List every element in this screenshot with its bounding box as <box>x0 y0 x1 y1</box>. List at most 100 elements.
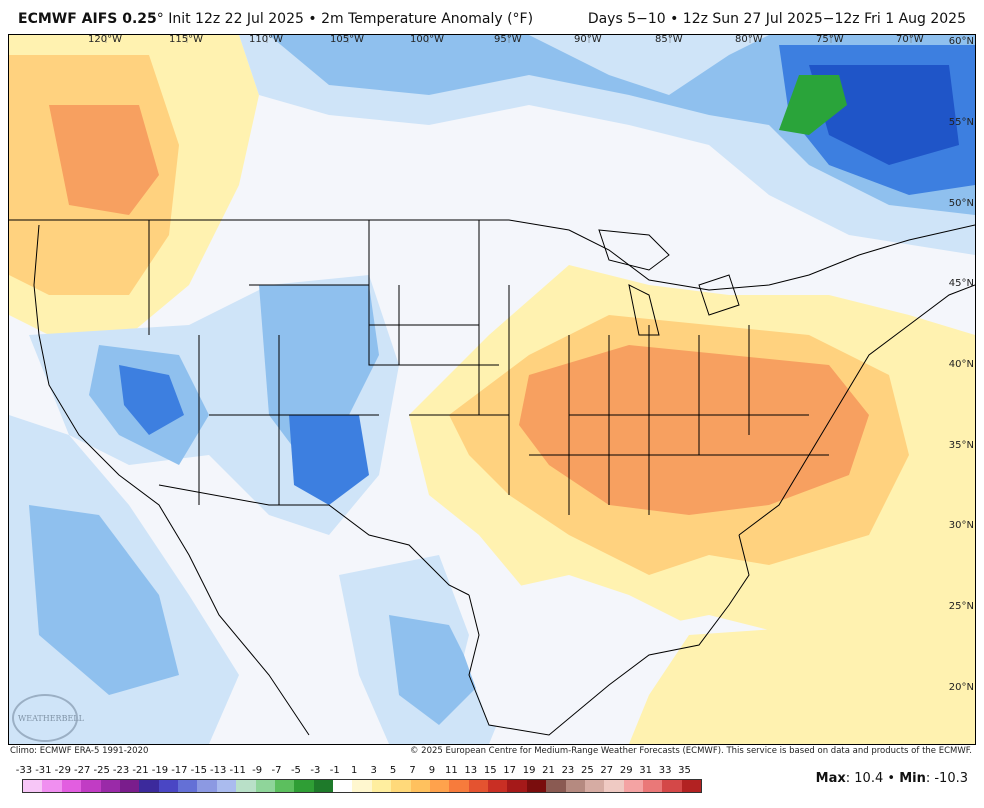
scale-swatch <box>391 780 411 792</box>
scale-swatch <box>255 780 275 792</box>
scale-label: -33 <box>15 765 33 776</box>
scale-swatch <box>643 780 663 792</box>
graticule <box>105 35 912 43</box>
scale-swatch <box>61 780 82 792</box>
lat-label-30n: 30°N <box>948 520 974 531</box>
scale-label: 9 <box>428 765 436 776</box>
scale-label: -27 <box>74 765 91 776</box>
scale-swatch <box>139 780 159 792</box>
scale-label: 19 <box>522 765 536 776</box>
weatherbell-logo: WEATHERBELL <box>12 694 84 742</box>
lat-label-25n: 25°N <box>948 601 974 612</box>
field-name: 2m Temperature Anomaly (°F) <box>321 11 534 27</box>
scale-swatch <box>565 780 585 792</box>
scale-swatch <box>584 780 605 792</box>
scale-swatch <box>468 780 488 792</box>
lon-label-120w: 120°W <box>88 34 122 45</box>
scale-label: -17 <box>171 765 188 776</box>
cool-anomaly-mexico-core <box>389 615 479 725</box>
scale-swatch <box>352 780 372 792</box>
scale-label: -11 <box>229 765 246 776</box>
climo-note: Climo: ECMWF ERA-5 1991-2020 <box>10 746 149 756</box>
scale-label: 7 <box>409 765 416 776</box>
map-svg <box>9 35 975 744</box>
scale-label: 15 <box>483 765 497 776</box>
scale-swatch <box>449 780 469 792</box>
map-header: ECMWF AIFS 0.25° Init 12z 22 Jul 2025 • … <box>0 0 984 34</box>
lon-label-100w: 100°W <box>410 34 444 45</box>
valid-period: Days 5−10 • 12z Sun 27 Jul 2025−12z Fri … <box>587 11 966 27</box>
state-lines-east <box>508 285 829 515</box>
scale-label: 35 <box>678 765 691 776</box>
scale-swatch <box>23 780 43 792</box>
scale-swatch <box>313 780 333 792</box>
us-mexico-border <box>158 484 470 596</box>
scale-label: -15 <box>190 765 207 776</box>
state-lines-plains <box>368 220 509 416</box>
scale-swatch <box>294 780 314 792</box>
lon-label-85w: 85°W <box>655 34 683 45</box>
scale-swatch <box>216 780 237 792</box>
scale-label: 11 <box>444 765 458 776</box>
scale-swatch <box>371 780 392 792</box>
east-coast <box>738 284 975 536</box>
scale-label: -29 <box>54 765 71 776</box>
scale-label: 13 <box>464 765 478 776</box>
scale-swatch <box>197 780 217 792</box>
warm-anomaly-canada-core <box>49 105 159 215</box>
scale-label: -25 <box>93 765 110 776</box>
scale-label: 17 <box>503 765 517 776</box>
scale-label: 1 <box>351 765 358 776</box>
cool-anomaly-rockies <box>259 285 379 455</box>
scale-swatch <box>274 780 295 792</box>
copyright-note: © 2025 European Centre for Medium-Range … <box>409 746 972 756</box>
maxmin-separator: • <box>887 771 896 786</box>
scale-label: -31 <box>35 765 52 776</box>
min-label: Min <box>899 771 926 786</box>
lon-label-90w: 90°W <box>574 34 602 45</box>
scale-swatch <box>604 780 624 792</box>
scale-label: -5 <box>290 765 301 776</box>
min-value: -10.3 <box>934 771 968 786</box>
color-scale-labels: -33 -31 -29 -27 -25 -23 -21 -19 -17 -15 -13 -11 -9 -7… <box>15 765 708 777</box>
gulf-coast <box>468 534 750 736</box>
max-min-readout: Max: 10.4 • Min: -10.3 <box>815 771 968 786</box>
cool-anomaly-new-mexico <box>289 415 369 505</box>
lon-label-115w: 115°W <box>169 34 203 45</box>
scale-swatch <box>236 780 256 792</box>
title-bullet: • <box>308 11 317 27</box>
lon-label-80w: 80°W <box>735 34 763 45</box>
scale-label: -3 <box>310 765 321 776</box>
logo-text: WEATHERBELL <box>18 714 84 723</box>
great-lakes <box>598 229 740 336</box>
lat-label-45n: 45°N <box>948 278 974 289</box>
scale-swatch <box>42 780 62 792</box>
scale-swatch <box>681 780 702 792</box>
scale-label: -19 <box>151 765 169 776</box>
cool-anomaly-quebec-deep <box>809 65 959 165</box>
warm-anomaly-east-core <box>519 345 869 515</box>
scale-swatch <box>488 780 508 792</box>
scale-swatch <box>119 780 140 792</box>
scale-swatch <box>158 780 178 792</box>
west-coast <box>33 224 310 736</box>
scale-label: 3 <box>370 765 377 776</box>
scale-label: -1 <box>329 765 340 776</box>
lat-label-60n: 60°N <box>948 36 974 47</box>
color-scale-bar <box>22 779 702 793</box>
model-name: ECMWF AIFS 0.25 <box>18 11 157 27</box>
lat-label-50n: 50°N <box>948 198 974 209</box>
cool-anomaly-pacific-core <box>29 505 179 695</box>
scale-swatch <box>429 780 450 792</box>
scale-swatch <box>410 780 430 792</box>
lon-label-75w: 75°W <box>816 34 844 45</box>
canada-us-border <box>9 219 975 291</box>
scale-swatch <box>100 780 120 792</box>
scale-swatch <box>526 780 547 792</box>
scale-label: 29 <box>619 765 633 776</box>
cool-anomaly-green-spot <box>779 75 847 135</box>
lat-label-55n: 55°N <box>948 117 974 128</box>
scale-label: 31 <box>639 765 653 776</box>
lon-label-105w: 105°W <box>330 34 364 45</box>
lon-label-70w: 70°W <box>896 34 924 45</box>
